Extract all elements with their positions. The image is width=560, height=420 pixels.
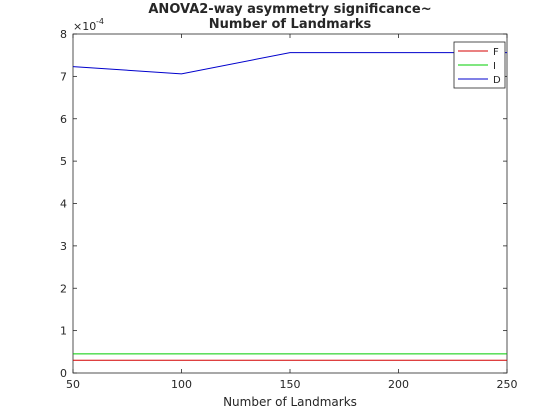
y-tick-label: 0 xyxy=(60,367,67,380)
y-exponent-base: ×10 xyxy=(73,20,96,33)
y-exponent-power: -4 xyxy=(96,17,104,26)
x-tick-label: 250 xyxy=(497,378,518,391)
y-tick-label: 5 xyxy=(60,155,67,168)
x-tick-label: 200 xyxy=(388,378,409,391)
y-tick-label: 8 xyxy=(60,28,67,41)
x-axis-label: Number of Landmarks xyxy=(223,395,357,409)
chart-title-line1: ANOVA2-way asymmetry significance~ xyxy=(148,2,431,17)
y-tick-label: 6 xyxy=(60,113,67,126)
y-exponent-label: ×10 -4 xyxy=(73,17,104,33)
legend-label-I: I xyxy=(493,61,496,72)
axis-ticks: 50 100 150 200 250 0 1 2 3 4 5 6 7 8 xyxy=(60,28,518,391)
y-tick-label: 7 xyxy=(60,70,67,83)
legend-label-D: D xyxy=(493,75,501,86)
y-tick-label: 1 xyxy=(60,325,67,338)
legend-label-F: F xyxy=(493,47,499,58)
y-tick-label: 2 xyxy=(60,282,67,295)
y-tick-label: 3 xyxy=(60,240,67,253)
series-line-D xyxy=(72,52,507,75)
x-tick-label: 100 xyxy=(171,378,192,391)
y-tick-label: 4 xyxy=(60,198,67,211)
series-lines xyxy=(72,52,507,361)
chart-title-line2: Number of Landmarks xyxy=(209,17,372,32)
legend[interactable]: FID xyxy=(453,41,506,89)
x-tick-label: 50 xyxy=(66,378,80,391)
plot-area xyxy=(72,33,508,374)
x-tick-label: 150 xyxy=(280,378,301,391)
